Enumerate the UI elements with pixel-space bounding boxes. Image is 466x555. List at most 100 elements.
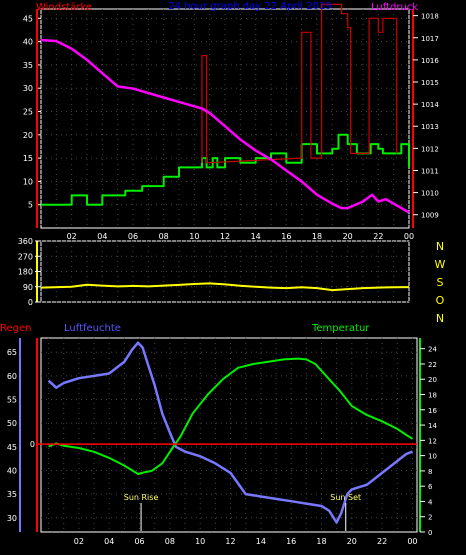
rain-humidity-temperature-x-tick-label: 10 <box>195 537 205 546</box>
temperature-y-tick-label: 16 <box>428 407 437 415</box>
rain-humidity-temperature-x-tick-label: 16 <box>286 537 296 546</box>
rain-humidity-temperature-x-tick-label: 06 <box>134 537 144 546</box>
rain-humidity-temperature-x-tick-label: 12 <box>225 537 235 546</box>
compass-letter: N <box>436 312 444 325</box>
wind-pressure-x-tick-label: 18 <box>312 232 322 241</box>
humidity-y-tick-label: 30 <box>7 514 17 523</box>
wind-y-tick-label: 25 <box>23 108 33 117</box>
wind-pressure-x-tick-label: 10 <box>189 232 199 241</box>
sun-markers: Sun Rise Sun Set <box>124 493 361 531</box>
sunset-label: Sun Set <box>330 493 361 502</box>
pressure-y-tick-label: 1015 <box>421 79 439 87</box>
humidity-label: Luftfeuchte <box>64 323 121 334</box>
humidity-y-tick-label: 60 <box>7 372 17 381</box>
temperature-y-tick-label: 20 <box>428 376 437 384</box>
wind-pressure-x-tick-label: 04 <box>97 232 107 241</box>
rain-label: Regen <box>0 323 32 334</box>
wind-direction-grid <box>40 240 410 303</box>
pressure-y-tick-label: 1011 <box>421 167 439 175</box>
rain-humidity-temperature-x-tick-label: 08 <box>165 537 175 546</box>
temperature-y-tick-label: 22 <box>428 361 437 369</box>
wind-direction-y-tick-label: 270 <box>18 252 33 261</box>
compass-letter: N <box>436 240 444 253</box>
temperature-y-tick-label: 0 <box>428 529 432 537</box>
pressure-y-tick-label: 1009 <box>421 212 439 220</box>
wind-y-tick-label: 10 <box>23 177 33 186</box>
wind-pressure-x-tick-label: 20 <box>343 232 353 241</box>
wind-y-tick-label: 35 <box>23 61 33 70</box>
wind-direction-y-tick-label: 180 <box>18 268 33 277</box>
wind-pressure-series <box>40 3 410 214</box>
pressure-line <box>40 38 410 214</box>
chart-title: 24 hour graph day 22 April 2019 <box>168 1 331 12</box>
rain-humidity-temperature-x-tick-label: 18 <box>316 537 326 546</box>
temperature-y-tick-label: 12 <box>428 437 437 445</box>
humidity-y-tick-label: 40 <box>7 466 17 475</box>
pressure-axis-label: Luftdruck <box>371 2 418 13</box>
wind-pressure-plot-frame <box>40 8 410 229</box>
humidity-y-tick-label: 45 <box>7 443 17 452</box>
rain-humidity-temperature-x-tick-label: 02 <box>74 537 84 546</box>
temperature-y-tick-label: 6 <box>428 483 433 491</box>
rain-humidity-temperature-x-tick-label: 00 <box>407 537 417 546</box>
temperature-line <box>48 357 414 475</box>
wind-y-tick-label: 30 <box>23 84 33 93</box>
wind-direction-y-axis-ticks: 0 90 180 270 360 <box>18 237 41 307</box>
wind-pressure-x-axis-ticks: 02 04 06 08 10 12 14 16 18 20 22 00 <box>67 232 415 241</box>
rain-humidity-temperature-x-tick-label: 14 <box>256 537 266 546</box>
humidity-line <box>47 341 413 524</box>
temperature-y-tick-label: 14 <box>428 422 437 430</box>
pressure-y-tick-label: 1017 <box>421 35 439 43</box>
temperature-y-tick-label: 24 <box>428 346 437 354</box>
wind-direction-line <box>40 282 410 292</box>
wind-y-tick-label: 40 <box>23 38 33 47</box>
rain-humidity-temperature-series <box>37 341 417 524</box>
wind-pressure-x-tick-label: 14 <box>251 232 261 241</box>
temperature-y-tick-label: 2 <box>428 514 432 522</box>
temperature-y-tick-label: 18 <box>428 392 437 400</box>
pressure-y-tick-label: 1016 <box>421 57 439 65</box>
rain-y-tick-label: 0 <box>30 440 35 449</box>
wind-y-tick-label: 45 <box>23 14 33 23</box>
compass-letter: W <box>435 258 446 271</box>
wind-y-axis-ticks: 5 10 15 20 25 30 35 40 45 <box>23 9 41 228</box>
humidity-y-tick-label: 35 <box>7 490 17 499</box>
humidity-y-tick-label: 50 <box>7 419 17 428</box>
rain-humidity-temperature-plot-frame <box>40 337 418 533</box>
pressure-y-tick-label: 1013 <box>421 123 439 131</box>
wind-direction-y-tick-label: 90 <box>23 283 33 292</box>
wind-pressure-x-tick-label: 12 <box>220 232 230 241</box>
humidity-y-tick-label: 55 <box>7 396 17 405</box>
wind-axis-label: Windstärke <box>36 2 92 13</box>
humidity-y-tick-label: 65 <box>7 348 17 357</box>
temperature-label: Temperatur <box>311 323 370 334</box>
temperature-y-tick-label: 8 <box>428 468 432 476</box>
compass-letter: O <box>436 294 445 307</box>
wind-gust-line <box>201 3 398 164</box>
temperature-y-tick-label: 10 <box>428 453 437 461</box>
compass-letter: S <box>437 276 444 289</box>
pressure-y-tick-label: 1012 <box>421 145 439 153</box>
pressure-y-tick-label: 1010 <box>421 190 439 198</box>
wind-pressure-x-tick-label: 08 <box>159 232 169 241</box>
rain-humidity-temperature-x-tick-label: 20 <box>347 537 357 546</box>
wind-direction-series <box>40 282 410 292</box>
wind-pressure-x-tick-label: 02 <box>67 232 77 241</box>
rain-humidity-temperature-x-tick-label: 22 <box>377 537 387 546</box>
wind-speed-line <box>41 133 410 206</box>
rain-humidity-temperature-x-axis-ticks: 02 04 06 08 10 12 14 16 18 20 22 00 <box>74 537 418 546</box>
pressure-y-tick-label: 1014 <box>421 101 439 109</box>
humidity-y-axis-ticks: 30 35 40 45 50 55 60 65 0 <box>7 338 38 532</box>
wind-pressure-x-tick-label: 16 <box>281 232 291 241</box>
sunrise-label: Sun Rise <box>124 493 159 502</box>
wind-direction-y-tick-label: 0 <box>28 298 33 307</box>
wind-pressure-x-tick-label: 22 <box>373 232 383 241</box>
wind-y-tick-label: 5 <box>28 201 33 210</box>
wind-y-tick-label: 20 <box>23 131 33 140</box>
wind-direction-y-tick-label: 360 <box>18 237 33 246</box>
